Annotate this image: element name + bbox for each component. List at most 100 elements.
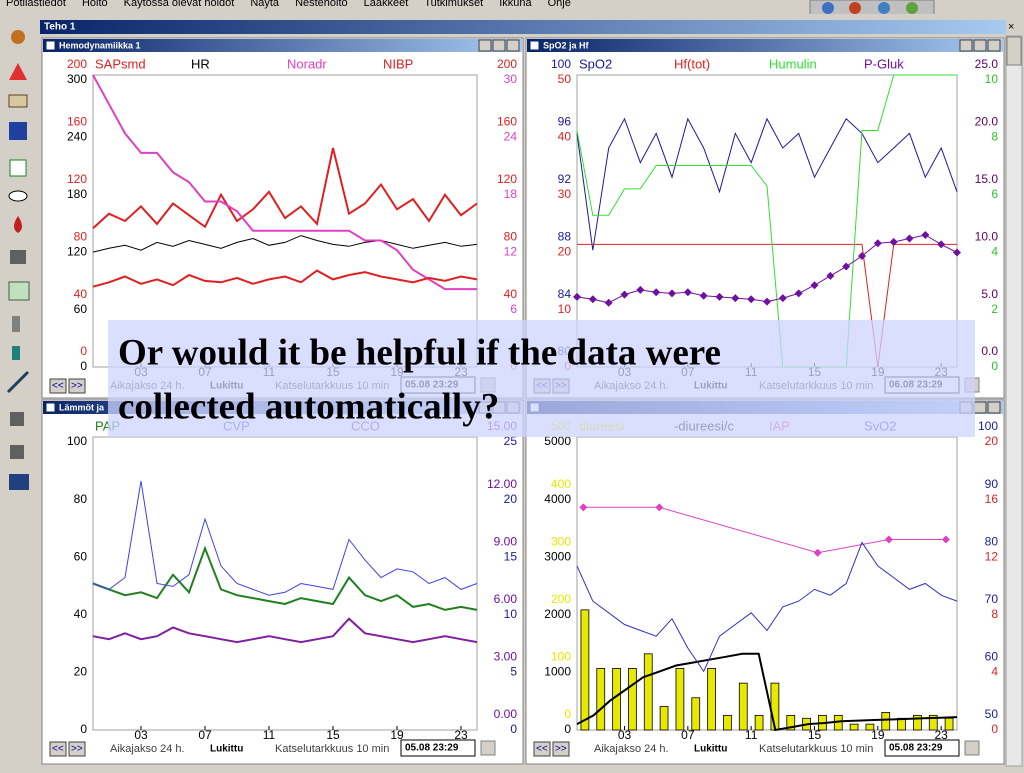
footer-resolution: Katselutarkkuus 10 min xyxy=(759,743,873,755)
scrollbar[interactable] xyxy=(1005,35,1023,767)
left-tick-label: 120 xyxy=(67,172,87,186)
right-tick-label: 6 xyxy=(991,187,998,201)
right-tick-label: 100 xyxy=(978,419,998,433)
nav-button-label: << xyxy=(536,744,548,755)
trace xyxy=(92,480,478,596)
tool-icon[interactable] xyxy=(9,122,27,140)
right-tick-label: 16 xyxy=(985,492,999,506)
close-button[interactable]: × xyxy=(1008,21,1014,33)
right-tick-label: 2 xyxy=(991,302,998,316)
left-tick-label: 88 xyxy=(558,229,572,243)
right-tick-label: 12 xyxy=(985,549,999,563)
window-button[interactable] xyxy=(506,39,520,52)
window-button[interactable] xyxy=(478,39,492,52)
trace xyxy=(576,541,958,673)
left-tick-label: 60 xyxy=(74,549,88,563)
marker xyxy=(813,548,822,557)
menu-item[interactable]: Ohje xyxy=(548,0,571,9)
footer-lock: Lukittu xyxy=(210,744,243,755)
bar xyxy=(628,668,637,731)
tool-icon[interactable] xyxy=(11,30,25,44)
nav-button[interactable] xyxy=(68,741,86,757)
window-button[interactable] xyxy=(973,39,987,52)
window-title: Teho 1 xyxy=(44,22,76,33)
marker xyxy=(778,294,787,303)
bar xyxy=(580,609,590,731)
window-button[interactable] xyxy=(959,39,973,52)
tool-icon[interactable] xyxy=(9,159,27,177)
menu-item[interactable]: Lääkkeet xyxy=(364,0,409,9)
right-tick-label: 30 xyxy=(504,72,518,86)
menu-item[interactable]: Nestehoito xyxy=(295,0,348,9)
panel-title-bar xyxy=(43,39,522,52)
right-tick-label: 70 xyxy=(985,592,999,606)
tool-icon[interactable] xyxy=(9,474,29,490)
overlay-box xyxy=(108,320,975,437)
menu-item[interactable]: Käytössä olevat hoidot xyxy=(124,0,235,9)
tool-icon[interactable] xyxy=(9,63,27,80)
left-tick-label: 80 xyxy=(74,492,88,506)
menu-item[interactable]: Näytä xyxy=(250,0,280,9)
nav-button[interactable] xyxy=(49,378,67,394)
bar xyxy=(913,714,922,731)
marker xyxy=(873,239,882,248)
nav-button[interactable] xyxy=(68,378,86,394)
window-button[interactable] xyxy=(987,401,1001,414)
tool-icon[interactable] xyxy=(8,94,28,108)
trace xyxy=(92,617,478,644)
tool-icon[interactable] xyxy=(6,370,30,394)
marker xyxy=(683,288,692,297)
menu-item[interactable]: Ikkuna xyxy=(499,0,532,9)
menu-item[interactable]: Hoito xyxy=(82,0,108,9)
legend-entry: SpO2 xyxy=(579,56,612,71)
window-button[interactable] xyxy=(987,39,1001,52)
menu-item[interactable]: Potilastiedot xyxy=(6,0,66,9)
x-tick-label: 11 xyxy=(745,728,758,742)
tool-icon[interactable] xyxy=(14,216,22,233)
x-tick-label: 11 xyxy=(263,728,276,742)
window-button[interactable] xyxy=(973,401,987,414)
left-tick-label: 3000 xyxy=(544,549,571,563)
right-tick-label: 12.00 xyxy=(487,477,517,491)
window-button[interactable] xyxy=(492,39,506,52)
left-tick-label: 4000 xyxy=(544,492,571,506)
left-tick-label: 0 xyxy=(80,359,87,373)
left-tick-label: 20 xyxy=(74,665,88,679)
left-tick-label: 84 xyxy=(558,287,572,301)
tool-icon[interactable] xyxy=(10,412,24,426)
footer-button[interactable] xyxy=(480,740,496,756)
nav-button[interactable] xyxy=(533,741,551,757)
nav-button[interactable] xyxy=(49,741,67,757)
left-tick-label: 200 xyxy=(551,592,571,606)
bar xyxy=(723,714,732,731)
right-tick-label: 20.0 xyxy=(975,115,999,129)
nav-button-label: >> xyxy=(555,744,567,755)
marker xyxy=(620,290,629,299)
panel-title: Hemodynamiikka 1 xyxy=(59,40,141,50)
right-tick-label: 0.00 xyxy=(494,707,518,721)
footer-button[interactable] xyxy=(964,740,980,756)
tool-icon[interactable] xyxy=(8,190,28,202)
right-tick-label: 18 xyxy=(504,187,518,201)
tool-icon[interactable] xyxy=(12,346,20,360)
nav-button[interactable] xyxy=(552,741,570,757)
tool-icon[interactable] xyxy=(10,445,24,459)
marker xyxy=(747,295,756,304)
scroll-thumb[interactable] xyxy=(1006,36,1022,66)
tool-icon[interactable] xyxy=(10,250,26,264)
marker xyxy=(668,289,676,298)
marker xyxy=(699,291,708,300)
trace xyxy=(92,545,478,611)
right-tick-label: 15 xyxy=(504,549,518,563)
bar xyxy=(786,714,796,731)
tool-icon[interactable] xyxy=(12,316,20,332)
marker xyxy=(763,297,771,306)
menu-item[interactable]: Tutkimukset xyxy=(424,0,483,9)
left-tick-label: 96 xyxy=(558,115,572,129)
marker xyxy=(941,535,950,544)
right-tick-label: 200 xyxy=(497,57,517,71)
right-tick-label: 12 xyxy=(504,244,518,258)
tool-icon[interactable] xyxy=(8,281,30,301)
right-tick-label: 8 xyxy=(991,130,998,144)
